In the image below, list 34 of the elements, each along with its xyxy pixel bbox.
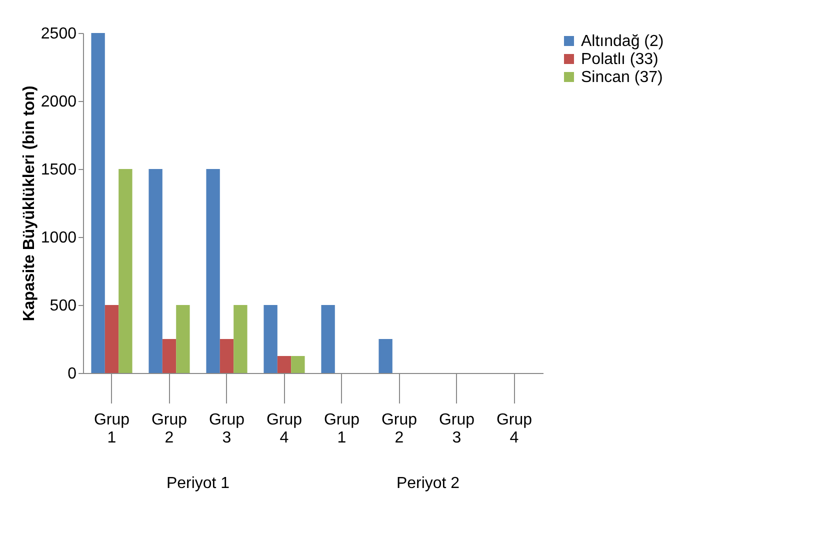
x-tick-label: Grup 2 [381, 412, 418, 446]
bar [162, 339, 176, 373]
bar [291, 356, 305, 373]
y-tick-label: 1500 [40, 162, 77, 178]
y-tick-label: 2500 [40, 26, 77, 42]
bar [91, 33, 105, 373]
bar [321, 305, 335, 373]
x-tick-label: Grup 3 [208, 412, 245, 446]
x-tick-label: Grup 1 [94, 412, 130, 446]
bar [118, 169, 132, 373]
x-tick-label: Grup 2 [151, 412, 188, 446]
text: Periyot 1 [166, 475, 230, 492]
y-tick-label: 2000 [40, 94, 77, 110]
y-tick-label: 1000 [40, 230, 77, 246]
bar [277, 356, 292, 373]
legend-label: Altındağ (2) [581, 33, 664, 50]
x-tick-label: Grup 4 [266, 412, 302, 446]
bar [378, 339, 392, 373]
bar [206, 169, 220, 373]
y-tick-label: 500 [50, 298, 77, 314]
x-tick-label: Grup 4 [496, 412, 532, 446]
bar [148, 169, 162, 373]
bar [264, 305, 278, 373]
text: Periyot 2 [396, 475, 460, 492]
bar [234, 305, 248, 373]
legend-label: Polatlı (33) [581, 51, 658, 68]
legend-label: Sincan (37) [581, 69, 663, 86]
x-tick-label: Grup 3 [438, 412, 475, 446]
bar [176, 305, 190, 373]
y-tick-label: 0 [68, 366, 77, 382]
x-tick-label: Grup 1 [324, 412, 360, 446]
y-axis-title: Kapasite Büyüklükleri (bin ton) [20, 86, 38, 322]
bar [104, 305, 119, 373]
bar [220, 339, 234, 373]
